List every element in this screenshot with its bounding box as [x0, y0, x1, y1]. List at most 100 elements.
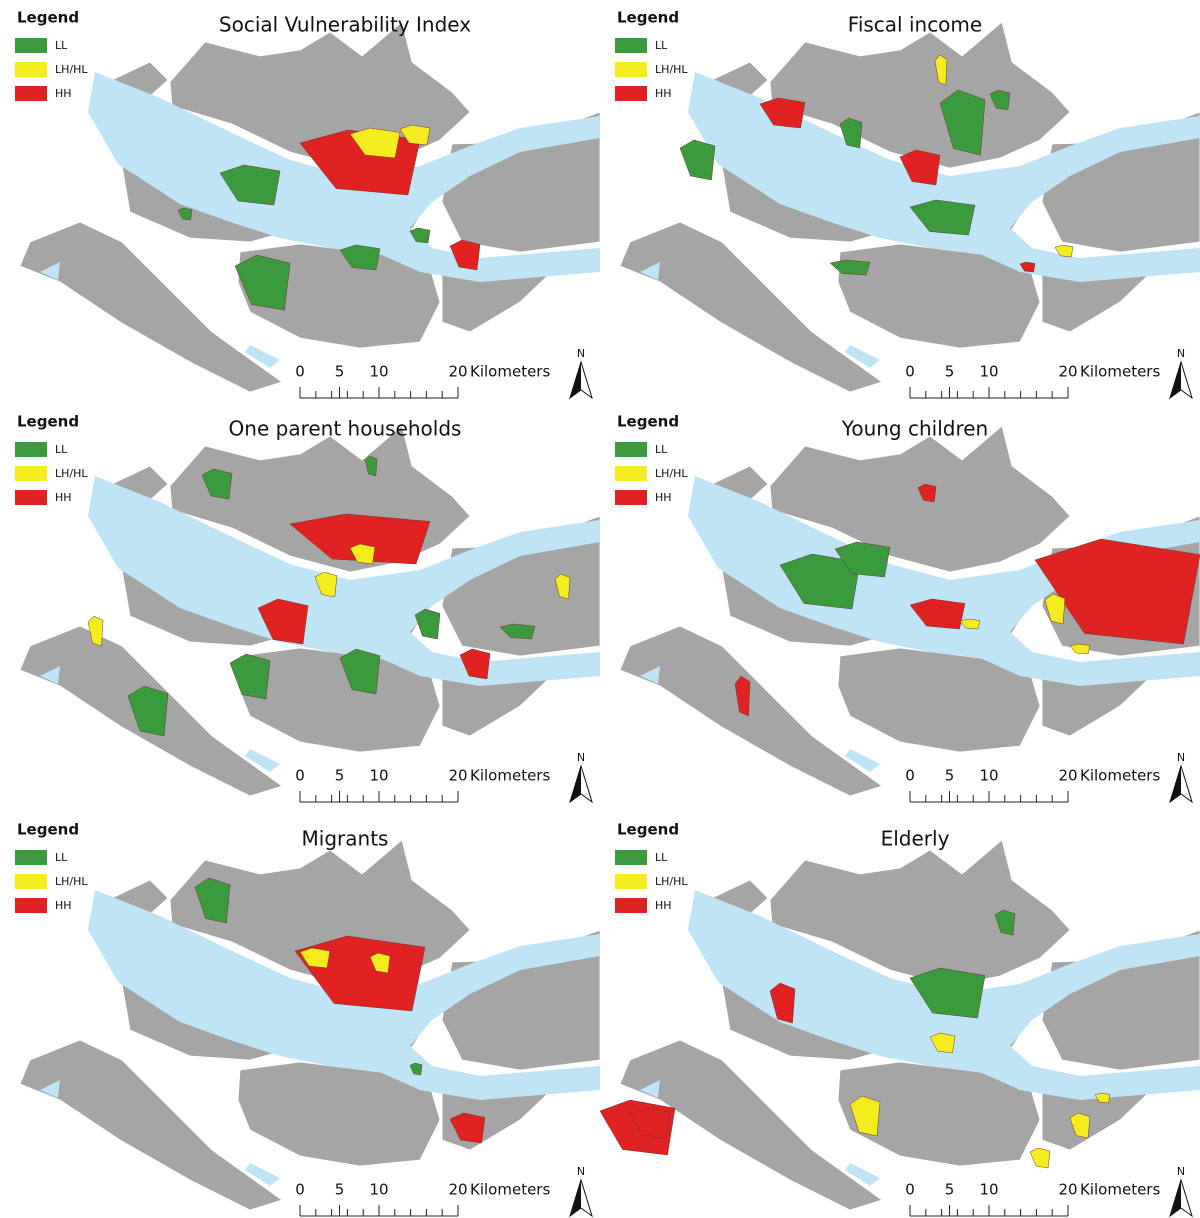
legend-label: LL — [55, 39, 68, 52]
legend-label: HH — [655, 899, 672, 912]
cluster-area — [1030, 1148, 1050, 1168]
legend-swatch — [15, 850, 47, 865]
legend-label: LH/HL — [55, 467, 88, 480]
legend-label: HH — [655, 491, 672, 504]
scale-label: 0 — [295, 363, 305, 381]
legend-title: Legend — [17, 821, 79, 839]
cluster-area — [415, 609, 440, 639]
legend-title: Legend — [617, 413, 679, 431]
north-label: N — [577, 347, 585, 360]
panel-title: Elderly — [881, 827, 950, 851]
legend-swatch — [15, 874, 47, 889]
scale-unit: Kilometers — [470, 363, 550, 381]
scale-unit: Kilometers — [1080, 1181, 1160, 1199]
map-figure: Social Vulnerability Index Legend LL LH/HL H… — [0, 0, 1200, 1218]
scale-unit: Kilometers — [1080, 767, 1160, 785]
legend-label: LH/HL — [55, 63, 88, 76]
legend-title: Legend — [617, 9, 679, 27]
legend-swatch — [15, 490, 47, 505]
legend-label: LH/HL — [55, 875, 88, 888]
map-panel: Social Vulnerability Index Legend LL LH/HL H… — [15, 9, 600, 399]
legend-swatch — [615, 466, 647, 481]
basemap — [20, 426, 600, 796]
legend-swatch — [15, 898, 47, 913]
panel-title: Social Vulnerability Index — [219, 13, 471, 37]
scale-label: 10 — [369, 767, 388, 785]
north-label: N — [1177, 1165, 1185, 1178]
north-label: N — [1177, 751, 1185, 764]
legend-label: LH/HL — [655, 63, 688, 76]
cluster-area — [230, 654, 270, 699]
legend-title: Legend — [617, 821, 679, 839]
scale-unit: Kilometers — [470, 1181, 550, 1199]
scale-label: 0 — [295, 767, 305, 785]
legend-label: LL — [655, 443, 668, 456]
scale-label: 10 — [979, 1181, 998, 1199]
legend-swatch — [615, 38, 647, 53]
panel-title: Fiscal income — [848, 13, 982, 37]
scale-label: 0 — [905, 767, 915, 785]
legend-swatch — [615, 490, 647, 505]
legend-label: LL — [55, 851, 68, 864]
legend-swatch — [15, 466, 47, 481]
scale-label: 10 — [369, 363, 388, 381]
legend-swatch — [615, 86, 647, 101]
legend-swatch — [615, 62, 647, 77]
legend-swatch — [15, 442, 47, 457]
basemap — [20, 840, 600, 1210]
scale-label: 20 — [1058, 363, 1077, 381]
scale-label: 20 — [448, 363, 467, 381]
scale-label: 10 — [369, 1181, 388, 1199]
scale-label: 10 — [979, 363, 998, 381]
legend-swatch — [15, 86, 47, 101]
basemap — [620, 22, 1200, 392]
cluster-area — [1070, 644, 1090, 654]
north-label: N — [577, 751, 585, 764]
basemap — [20, 22, 600, 392]
land — [620, 222, 882, 392]
legend-swatch — [15, 62, 47, 77]
basemap — [600, 840, 1200, 1210]
legend-swatch — [615, 850, 647, 865]
legend-swatch — [615, 442, 647, 457]
legend-label: LL — [655, 851, 668, 864]
map-panel: Young childrenLegendLLLH/HLHH051020Kilom… — [615, 413, 1200, 803]
scale-label: 20 — [448, 1181, 467, 1199]
legend-swatch — [15, 38, 47, 53]
scale-label: 5 — [335, 767, 345, 785]
legend-label: LL — [655, 39, 668, 52]
land — [620, 626, 882, 796]
legend-label: HH — [55, 491, 72, 504]
legend-title: Legend — [17, 9, 79, 27]
land — [20, 222, 282, 392]
scale-label: 0 — [905, 1181, 915, 1199]
panel-title: Migrants — [302, 827, 389, 851]
scale-label: 5 — [945, 363, 955, 381]
cluster-area — [680, 140, 715, 180]
scale-label: 0 — [295, 1181, 305, 1199]
cluster-area — [1045, 594, 1065, 624]
panel-title: One parent households — [229, 417, 462, 441]
scale-label: 5 — [945, 1181, 955, 1199]
legend-label: LH/HL — [655, 875, 688, 888]
scale-label: 5 — [335, 363, 345, 381]
legend-label: HH — [55, 87, 72, 100]
legend-swatch — [615, 898, 647, 913]
scale-label: 20 — [1058, 767, 1077, 785]
basemap — [620, 426, 1200, 796]
scale-label: 0 — [905, 363, 915, 381]
land — [20, 1040, 282, 1210]
scale-label: 5 — [335, 1181, 345, 1199]
legend-label: HH — [55, 899, 72, 912]
legend-swatch — [615, 874, 647, 889]
scale-label: 20 — [448, 767, 467, 785]
north-label: N — [577, 1165, 585, 1178]
north-label: N — [1177, 347, 1185, 360]
cluster-area — [830, 260, 870, 275]
legend-label: HH — [655, 87, 672, 100]
scale-label: 5 — [945, 767, 955, 785]
scale-label: 10 — [979, 767, 998, 785]
legend-title: Legend — [17, 413, 79, 431]
